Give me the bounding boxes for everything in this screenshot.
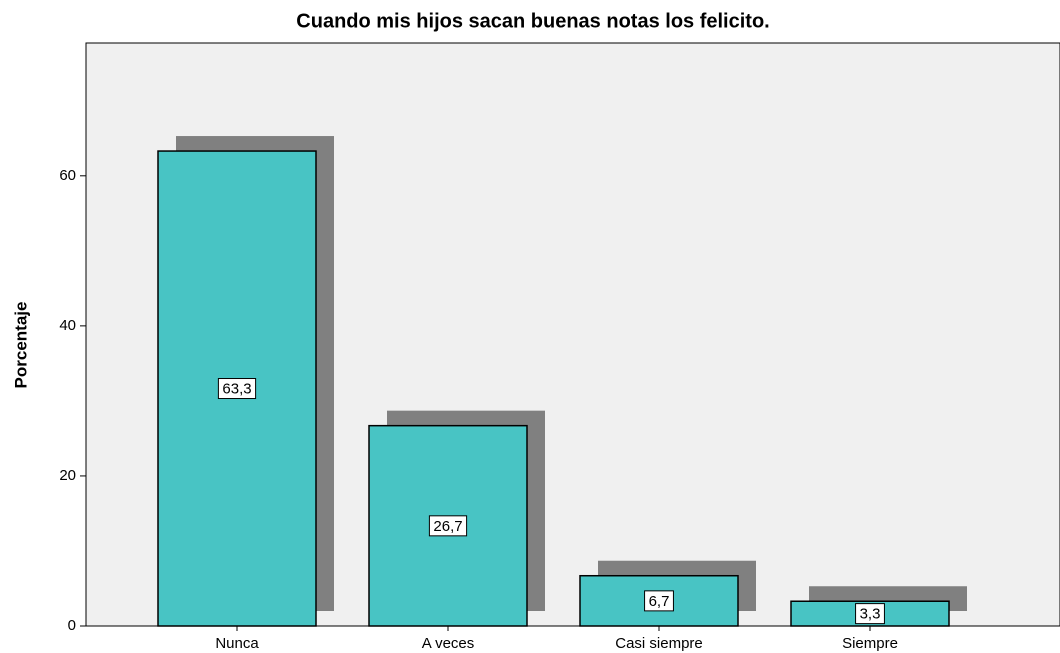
y-tick-label: 0 bbox=[68, 617, 76, 634]
x-tick-label: Siempre bbox=[842, 635, 898, 652]
y-tick-label: 40 bbox=[59, 317, 76, 334]
x-tick-label: Nunca bbox=[215, 635, 259, 652]
y-tick-label: 20 bbox=[59, 467, 76, 484]
value-label: 63,3 bbox=[222, 380, 251, 397]
value-label: 6,7 bbox=[649, 593, 670, 610]
value-label: 3,3 bbox=[860, 606, 881, 623]
y-tick-label: 60 bbox=[59, 167, 76, 184]
value-label-box bbox=[217, 378, 257, 400]
value-label-box bbox=[855, 603, 885, 625]
value-label: 26,7 bbox=[433, 518, 462, 535]
y-axis-label: Porcentaje bbox=[11, 302, 30, 389]
x-tick-label: Casi siempre bbox=[615, 635, 703, 652]
chart-title: Cuando mis hijos sacan buenas notas los … bbox=[296, 10, 769, 32]
value-label-box bbox=[428, 515, 468, 537]
value-label-box bbox=[644, 590, 674, 612]
x-tick-label: A veces bbox=[422, 635, 475, 652]
